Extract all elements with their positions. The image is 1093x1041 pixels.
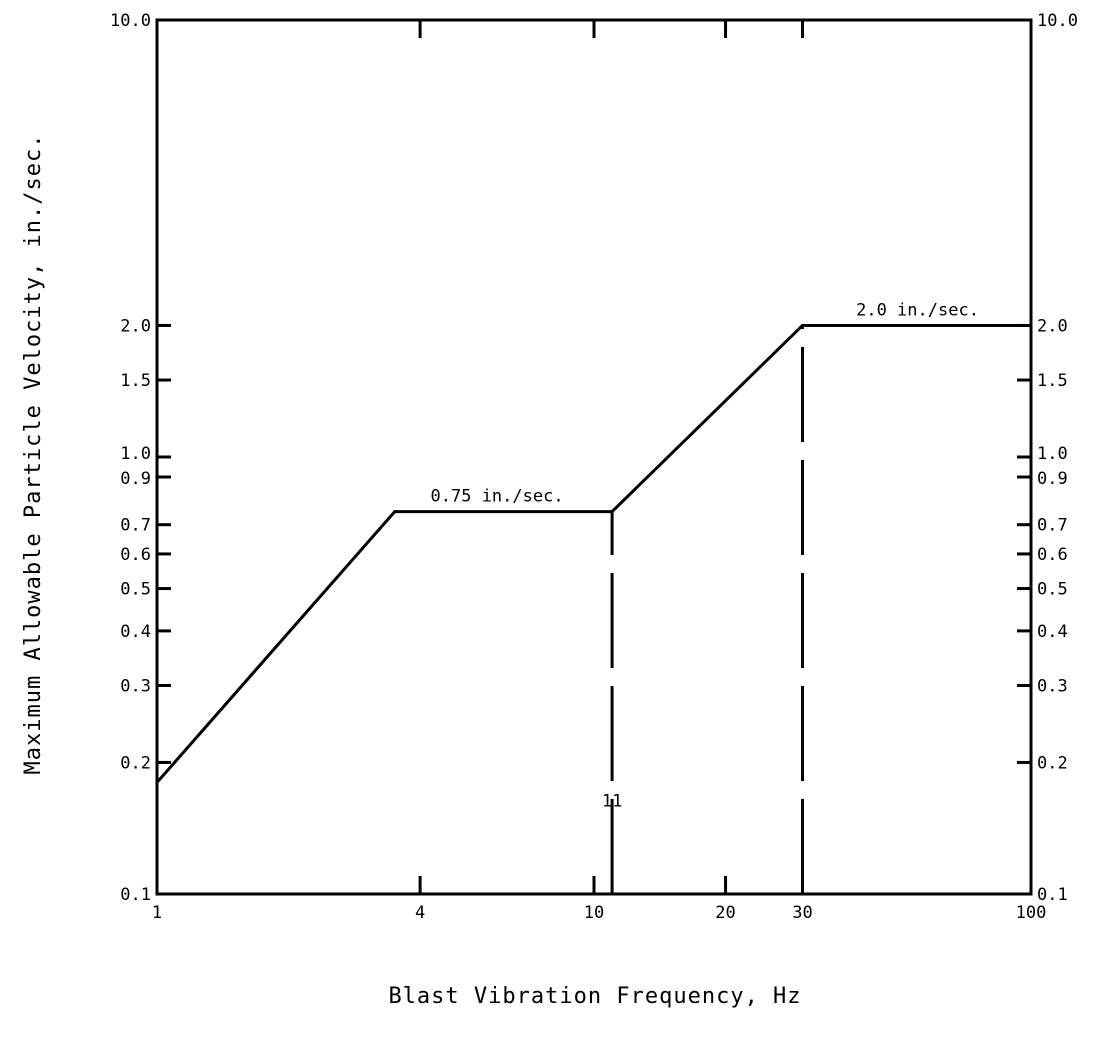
x-tick-label: 20 [715,903,735,923]
annotation-label: 0.75 in./sec. [431,487,564,507]
y-axis-title: Maximum Allowable Particle Velocity, in.… [21,133,46,774]
y-ticks-right: 0.1 0.2 0.3 0.4 0.5 0.6 0.7 0.9 1.0 1.5 2.0 10.0 [1017,11,1078,905]
y-tick-label-left: 1.0 [120,444,151,464]
y-tick-label-right: 0.5 [1037,580,1068,600]
y-tick-label-left: 0.4 [120,622,151,642]
y-tick-label-right: 0.9 [1037,469,1068,489]
x-tick-label: 10 [584,903,604,923]
reference-lines [610,325,805,894]
series-segment [155,510,397,784]
y-tick-label-right: 2.0 [1037,316,1068,336]
x-tick-label: 4 [415,903,425,923]
y-tick-label-right: 1.0 [1037,444,1068,464]
annotation-label: 2.0 in./sec. [856,300,979,320]
y-tick-label-right: 0.7 [1037,516,1068,536]
plot-border [155,18,1033,896]
y-tick-label-left: 10.0 [110,11,151,31]
y-tick-label-right: 1.5 [1037,371,1068,391]
y-tick-label-left: 2.0 [120,316,151,336]
series-point [610,510,614,514]
y-tick-label-left: 0.9 [120,469,151,489]
y-tick-label-right: 0.6 [1037,545,1068,565]
y-tick-label-right: 0.4 [1037,622,1068,642]
series-point [155,780,159,784]
series-layer [155,323,1033,784]
plot-frame [155,18,1033,896]
y-tick-label-right: 0.2 [1037,753,1068,773]
y-tick-label-left: 0.2 [120,753,151,773]
y-tick-label-left: 0.6 [120,545,151,565]
y-ticks-left: 0.1 0.2 0.3 0.4 0.5 0.6 0.7 0.9 1.0 1.5 2.0 10.0 [110,11,171,905]
x-ticks: 1 4 10 20 30 100 [152,20,1046,923]
y-tick-label-right: 0.1 [1037,885,1068,905]
x-tick-label: 30 [792,903,812,923]
y-tick-label-right: 10.0 [1037,11,1078,31]
series-point [1029,323,1033,327]
y-tick-label-left: 0.7 [120,516,151,536]
x-tick-label: 100 [1016,903,1047,923]
series-point [393,510,397,514]
y-tick-label-left: 0.1 [120,885,151,905]
annotations: 0.75 in./sec. 2.0 in./sec. 11 [431,300,979,811]
y-tick-label-right: 0.3 [1037,676,1068,696]
series-point [801,323,805,327]
y-tick-label-left: 0.3 [120,676,151,696]
series-segment [610,323,805,514]
x-axis-title: Blast Vibration Frequency, Hz [388,984,801,1009]
y-tick-label-left: 0.5 [120,580,151,600]
x-tick-label: 1 [152,903,162,923]
annotation-label: 11 [602,791,622,811]
y-tick-label-left: 1.5 [120,371,151,391]
